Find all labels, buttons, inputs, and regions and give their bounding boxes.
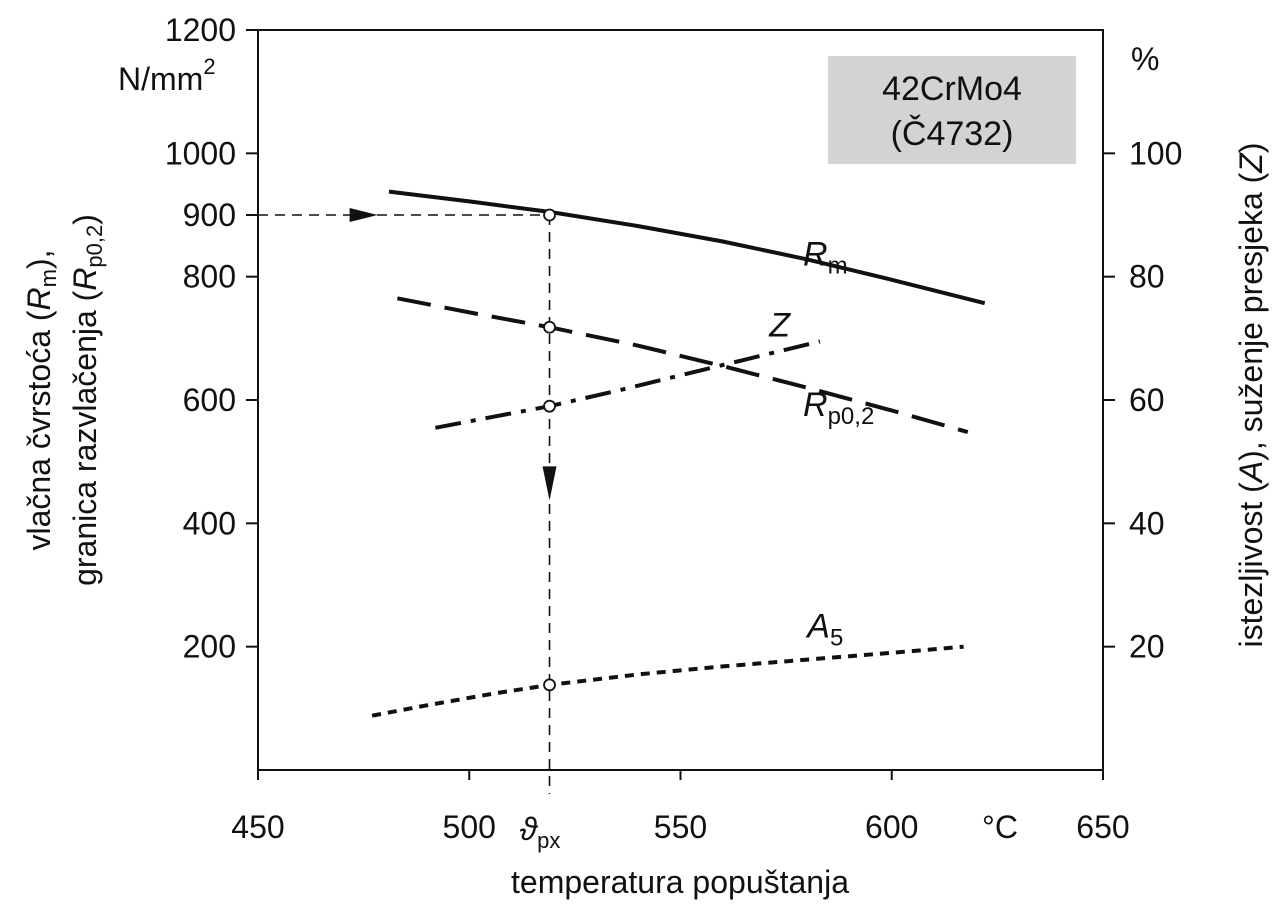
right-title-sym-a: A bbox=[1233, 461, 1269, 484]
right-title-sym-z: Z bbox=[1233, 152, 1269, 174]
y-left-tick-label: 400 bbox=[183, 505, 236, 541]
series-line-a5 bbox=[371, 644, 964, 718]
y-left-tick-label: 600 bbox=[183, 382, 236, 418]
series-label-z: Z bbox=[768, 306, 791, 344]
left-title1-b: ), bbox=[21, 249, 57, 269]
right-title-b: ), suženje presjeka ( bbox=[1233, 172, 1269, 460]
material-box: 42CrMo4 (Č4732) bbox=[828, 56, 1076, 164]
x-marker-symbol: ϑ bbox=[520, 811, 539, 847]
right-title-c: ) bbox=[1233, 142, 1269, 153]
x-tick-label: 450 bbox=[231, 809, 284, 845]
left-title1-a: vlačna čvrstoća ( bbox=[21, 310, 57, 550]
y-right-tick-label: 100 bbox=[1129, 135, 1182, 171]
left-axis-unit-sup: 2 bbox=[203, 54, 215, 79]
y-right-tick-label: 40 bbox=[1129, 505, 1165, 541]
series-label-a5: A5 bbox=[805, 607, 843, 651]
y-left-tick-label: 1200 bbox=[165, 12, 236, 48]
right-axis-title: istezljivost (A), suženje presjeka (Z) bbox=[1233, 142, 1269, 647]
series-labels: Rm Rp0,2 Z A5 bbox=[768, 235, 874, 651]
left-title2-sym: R bbox=[67, 268, 103, 291]
left-title2-b: ) bbox=[67, 214, 103, 225]
y-right-tick-label: 20 bbox=[1129, 629, 1165, 665]
series-label-rm: Rm bbox=[803, 235, 848, 279]
y-left-tick-label: 1000 bbox=[165, 135, 236, 171]
reading-point bbox=[543, 320, 556, 334]
x-tick-label: 550 bbox=[654, 809, 707, 845]
material-name: 42CrMo4 bbox=[882, 70, 1022, 108]
x-axis-title: temperatura popuštanja bbox=[511, 864, 849, 900]
x-axis-unit: °C bbox=[982, 809, 1018, 845]
y-right-tick-label: 80 bbox=[1129, 259, 1165, 295]
reading-arrow-right bbox=[349, 208, 378, 222]
left-axis-title-line1: vlačna čvrstoća (Rm), bbox=[21, 249, 61, 550]
series-line-rm bbox=[388, 189, 986, 306]
reading-arrow-down bbox=[542, 466, 557, 501]
x-marker-label: ϑpx bbox=[520, 811, 561, 853]
left-axis-unit-text: N/mm bbox=[118, 61, 203, 97]
y-left-tick-label: 900 bbox=[183, 197, 236, 233]
y-right-tick-label: 60 bbox=[1129, 382, 1165, 418]
y-left-tick-label: 200 bbox=[183, 629, 236, 665]
material-code: (Č4732) bbox=[891, 115, 1014, 153]
left-axis-unit: N/mm2 bbox=[118, 54, 216, 97]
left-axis-title-line2: granica razvlačenja (Rp0,2) bbox=[67, 214, 107, 586]
left-title1-sub: m bbox=[36, 269, 61, 287]
x-marker-subscript: px bbox=[537, 828, 560, 853]
series-label-rp02: Rp0,2 bbox=[803, 386, 874, 430]
data-series bbox=[371, 189, 986, 718]
axis-ticks: 450 500 550 600 650 200 400 600 800 900 1000 1200 20… bbox=[165, 12, 1183, 845]
x-tick-label: 650 bbox=[1076, 809, 1129, 845]
reading-point bbox=[543, 399, 556, 413]
right-axis-unit: % bbox=[1131, 41, 1159, 77]
left-title1-sym: R bbox=[21, 287, 57, 310]
y-left-tick-label: 800 bbox=[183, 259, 236, 295]
left-title2-a: granica razvlačenja ( bbox=[67, 290, 103, 586]
series-line-z bbox=[435, 339, 821, 430]
series-line-rp02 bbox=[397, 296, 969, 435]
reading-point bbox=[543, 208, 556, 222]
reading-guide bbox=[258, 208, 557, 794]
left-title2-sub: p0,2 bbox=[82, 225, 107, 268]
x-tick-label: 600 bbox=[865, 809, 918, 845]
reading-point bbox=[543, 678, 556, 692]
x-tick-label: 500 bbox=[443, 809, 496, 845]
material-box-background bbox=[828, 56, 1076, 164]
right-title-a: istezljivost ( bbox=[1233, 482, 1269, 648]
